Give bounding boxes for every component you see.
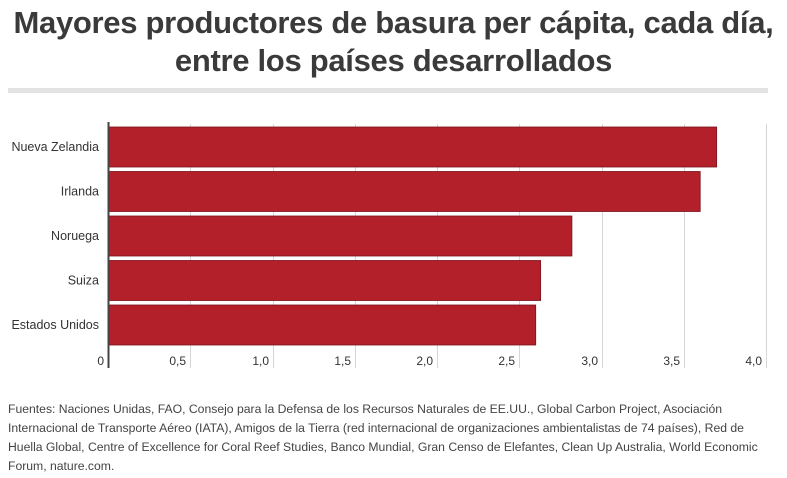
bar (107, 126, 718, 168)
source-note: Fuentes: Naciones Unidas, FAO, Consejo p… (8, 402, 758, 473)
x-tick-label: 1,0 (252, 354, 269, 368)
bar (107, 215, 573, 257)
title-divider (8, 88, 768, 93)
x-tick-label: 2,0 (416, 354, 433, 368)
x-tick-label: 3,5 (663, 354, 680, 368)
x-tick-label: 0 (97, 354, 104, 368)
bar-chart: Nueva Zelandia Irlanda Noruega Suiza Estados… (11, 122, 767, 368)
bar (107, 304, 537, 346)
bar (107, 260, 542, 301)
bars (107, 126, 718, 346)
category-labels: Nueva Zelandia Irlanda Noruega Suiza Estados… (11, 140, 99, 332)
category-label: Irlanda (61, 185, 99, 199)
category-label: Estados Unidos (11, 318, 99, 332)
x-tick-label: 3,0 (581, 354, 598, 368)
x-tick-label: 0,5 (169, 354, 186, 368)
bar (107, 171, 701, 212)
category-label: Nueva Zelandia (11, 140, 99, 154)
x-tick-label: 1,5 (334, 354, 351, 368)
x-tick-label: 2,5 (498, 354, 515, 368)
x-tick-label: 4,0 (745, 354, 762, 368)
chart-title-line-2: entre los países desarrollados (174, 43, 613, 78)
category-label: Noruega (51, 229, 99, 243)
category-label: Suiza (68, 274, 99, 288)
chart-title-line-1: Mayores productores de basura per cápita… (13, 5, 774, 40)
tick-labels: 0 0,5 1,0 1,5 2,0 2,5 3,0 3,5 4,0 (97, 354, 762, 368)
chart-title: Mayores productores de basura per cápita… (0, 4, 787, 80)
